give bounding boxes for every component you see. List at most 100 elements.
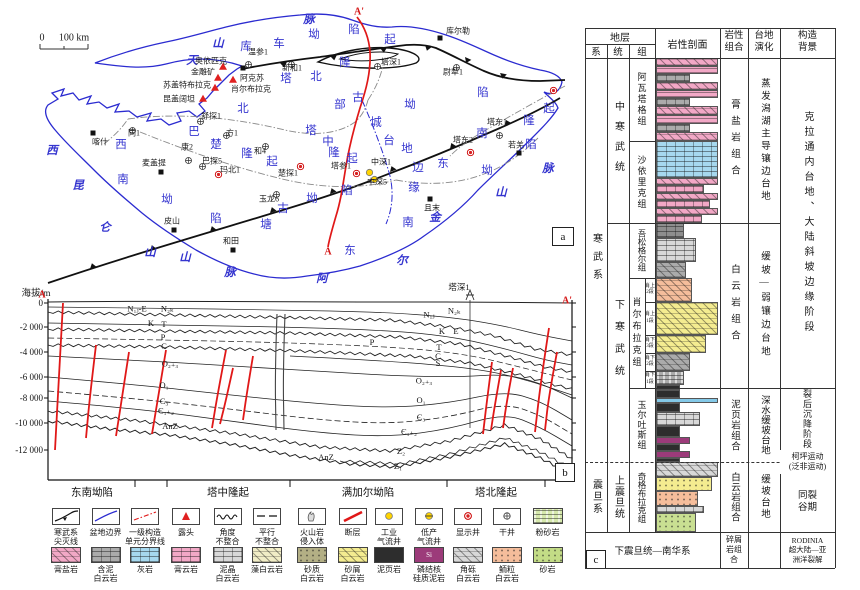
table-cell-fm-wusonggeer: 吾松格尔组 xyxy=(629,223,655,278)
table-cell-hdr-strata: 地层 xyxy=(585,28,655,44)
elevation-tick-label: -8 000 xyxy=(19,393,43,403)
strata-label: Z₂ xyxy=(396,446,406,456)
table-cell-sys-sinian: 震旦系 xyxy=(585,462,607,532)
horizon-line xyxy=(47,400,573,447)
map-mountain-char: 昆 xyxy=(72,180,84,192)
fault-line xyxy=(54,302,64,451)
table-cell-fm-yuertusi: 玉尔吐斯组 xyxy=(629,388,655,462)
table-cell-row-lower-sinian-nanhua: 下震旦统—南华系 xyxy=(585,532,720,568)
well-label: 塔东2 xyxy=(453,135,473,145)
table-cell-text: 肖下 1段 xyxy=(645,373,656,385)
city-square xyxy=(516,150,522,156)
legend-label: 泥页岩 xyxy=(377,565,401,574)
horizon-line xyxy=(47,322,573,366)
table-grid-line xyxy=(585,462,835,463)
lithology-band xyxy=(656,58,718,66)
lithology-band xyxy=(656,278,692,302)
strata-label: Є₁₊₂ xyxy=(157,405,175,416)
table-cell-tect-syn-rift: 同裂 谷期 xyxy=(780,478,835,528)
outcrop-label: 苏盖特布拉克 xyxy=(163,80,211,90)
lithology-band xyxy=(656,74,690,82)
legend-swatch-sandstone xyxy=(532,547,563,563)
horizon-line xyxy=(47,410,573,459)
elevation-tick-label: -6 000 xyxy=(19,372,43,382)
well-label: 中深1 xyxy=(371,157,391,167)
table-cell-text: 碎屑 岩组 合 xyxy=(726,535,742,564)
map-region-char: 车 xyxy=(273,38,285,50)
map-region-char: 台 xyxy=(383,135,395,147)
lithology-band xyxy=(656,426,680,437)
lithology-band xyxy=(656,491,698,506)
map-region-char: 地 xyxy=(401,143,413,155)
map-region-char: 缘 xyxy=(408,182,420,194)
table-cell-text: 白云岩组合 xyxy=(729,264,739,347)
strata-label: S xyxy=(435,358,441,368)
thrust-tooth xyxy=(90,263,97,269)
map-mountain-char: 金 xyxy=(429,212,441,224)
thrust-tooth xyxy=(210,226,217,232)
well-label: 和4 xyxy=(254,146,266,156)
table-grid-line xyxy=(585,44,655,45)
table-cell-text: 肖尔布拉克组 xyxy=(631,297,642,369)
horizon-line xyxy=(47,343,573,390)
table-cell-tect-post-rift: 裂后沉降阶段 xyxy=(780,388,835,450)
table-cell-text: 上震旦统 xyxy=(612,475,624,519)
map-region-char: 起 xyxy=(266,156,278,168)
table-cell-sys-cambrian: 寒武系 xyxy=(585,58,607,462)
table-grid-line xyxy=(748,28,749,568)
lithology-band xyxy=(656,98,690,106)
well-label: 玉龙6 xyxy=(259,194,279,204)
horizon-line xyxy=(47,300,573,304)
table-cell-text: 玉尔吐斯组 xyxy=(636,400,647,450)
strata-label: Є₁₊₂ xyxy=(400,426,418,437)
fault-line xyxy=(115,351,130,437)
strata-label: O₂₊₃ xyxy=(415,375,433,386)
tashen1-derrick-icon xyxy=(465,288,475,301)
table-grid-line xyxy=(645,371,655,372)
legend-label: 干井 xyxy=(499,528,515,537)
thrust-tooth xyxy=(150,245,157,251)
elevation-tick-label: 0 xyxy=(38,298,44,308)
table-cell-text: 阿瓦塔格组 xyxy=(636,72,647,127)
well-label: 塔参1 xyxy=(331,161,351,171)
horizon-line xyxy=(47,327,573,373)
legend-icon-volcanic-intrusion xyxy=(298,508,326,525)
section-zone-label: 塔北隆起 xyxy=(475,487,517,499)
lithology-band xyxy=(656,90,718,98)
legend-icon-fault xyxy=(338,508,367,525)
table-cell-text: 克拉通内台地、大陆斜坡边缘阶段 xyxy=(802,110,813,336)
table-cell-text: 震旦系 xyxy=(590,479,602,515)
lithology-band xyxy=(656,66,718,74)
section-end-label-top: A' xyxy=(354,6,364,18)
strata-label: AnZ xyxy=(318,452,334,462)
well-label: 尉犁1 xyxy=(443,67,463,77)
strata-label: Є₃ xyxy=(159,396,169,406)
strata-label: AnZ xyxy=(162,421,178,431)
legend-icon-first-order-unit-boundary xyxy=(131,508,159,525)
map-region-char: 北 xyxy=(237,103,249,115)
map-region-char: 坳 xyxy=(306,193,318,205)
outcrop-triangle xyxy=(229,75,237,83)
map-region-char: 巴 xyxy=(188,126,200,138)
lithology-band xyxy=(656,412,700,426)
map-region-char: 坳 xyxy=(308,29,320,41)
table-cell-fm-qigebulake: 奇格布拉克组 xyxy=(629,462,655,532)
lithology-band xyxy=(656,106,718,115)
fault-line xyxy=(242,355,254,421)
fault-line xyxy=(544,351,558,431)
kuqa-fold-lens-outer xyxy=(316,46,420,69)
city-square xyxy=(240,65,246,71)
thrust-teeth xyxy=(90,45,512,269)
lithology-band xyxy=(656,462,718,477)
map-region-char: 中 xyxy=(322,136,334,148)
table-cell-ser-lower-cambrian: 下寒武统 xyxy=(607,223,629,462)
legend-swatch-limestone xyxy=(130,547,160,563)
horizon-line xyxy=(339,437,573,469)
table-grid-line xyxy=(629,44,630,532)
table-cell-fm-shayilike: 沙依里克组 xyxy=(629,141,655,223)
lithology-band xyxy=(656,403,680,412)
legend-swatch-shale xyxy=(374,547,404,563)
legend-label: 低产 气流井 xyxy=(417,528,441,547)
map-region-char: 陷 xyxy=(210,213,222,225)
